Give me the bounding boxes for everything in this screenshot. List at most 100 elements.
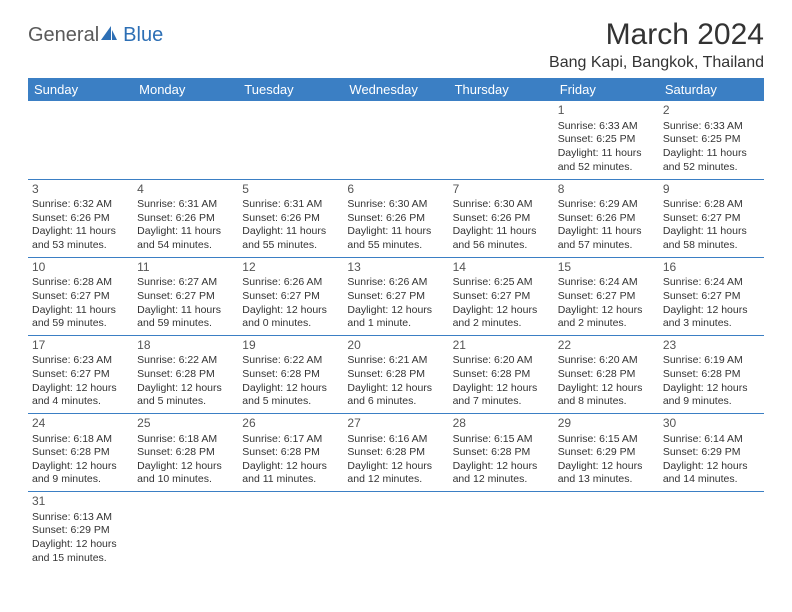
sunset-text: Sunset: 6:25 PM: [663, 133, 760, 147]
day-info: Sunrise: 6:29 AMSunset: 6:26 PMDaylight:…: [558, 198, 655, 253]
calendar-cell: [449, 101, 554, 179]
daylight-text: Daylight: 11 hours and 53 minutes.: [32, 225, 129, 252]
logo-text-general: General: [28, 24, 99, 47]
calendar-cell: 8Sunrise: 6:29 AMSunset: 6:26 PMDaylight…: [554, 179, 659, 257]
daylight-text: Daylight: 12 hours and 13 minutes.: [558, 460, 655, 487]
day-header: Tuesday: [238, 78, 343, 101]
day-number: 31: [32, 494, 129, 510]
calendar-week-row: 17Sunrise: 6:23 AMSunset: 6:27 PMDayligh…: [28, 335, 764, 413]
day-info: Sunrise: 6:18 AMSunset: 6:28 PMDaylight:…: [32, 433, 129, 488]
sunrise-text: Sunrise: 6:28 AM: [32, 276, 129, 290]
day-header: Monday: [133, 78, 238, 101]
logo-text-blue: Blue: [123, 24, 163, 47]
calendar-cell: 30Sunrise: 6:14 AMSunset: 6:29 PMDayligh…: [659, 413, 764, 491]
location-text: Bang Kapi, Bangkok, Thailand: [549, 54, 764, 72]
day-number: 6: [347, 182, 444, 198]
sunset-text: Sunset: 6:28 PM: [453, 368, 550, 382]
sunrise-text: Sunrise: 6:13 AM: [32, 511, 129, 525]
day-number: 11: [137, 260, 234, 276]
day-number: 3: [32, 182, 129, 198]
day-number: 29: [558, 416, 655, 432]
daylight-text: Daylight: 12 hours and 11 minutes.: [242, 460, 339, 487]
sunrise-text: Sunrise: 6:22 AM: [242, 354, 339, 368]
sunset-text: Sunset: 6:26 PM: [137, 212, 234, 226]
sunset-text: Sunset: 6:28 PM: [32, 446, 129, 460]
day-info: Sunrise: 6:26 AMSunset: 6:27 PMDaylight:…: [347, 276, 444, 331]
day-info: Sunrise: 6:21 AMSunset: 6:28 PMDaylight:…: [347, 354, 444, 409]
day-number: 20: [347, 338, 444, 354]
day-header: Sunday: [28, 78, 133, 101]
sunset-text: Sunset: 6:27 PM: [347, 290, 444, 304]
calendar-cell: [238, 492, 343, 570]
calendar-cell: 1Sunrise: 6:33 AMSunset: 6:25 PMDaylight…: [554, 101, 659, 179]
day-info: Sunrise: 6:19 AMSunset: 6:28 PMDaylight:…: [663, 354, 760, 409]
daylight-text: Daylight: 12 hours and 15 minutes.: [32, 538, 129, 565]
sunrise-text: Sunrise: 6:31 AM: [242, 198, 339, 212]
sunset-text: Sunset: 6:29 PM: [558, 446, 655, 460]
sunset-text: Sunset: 6:26 PM: [347, 212, 444, 226]
day-info: Sunrise: 6:31 AMSunset: 6:26 PMDaylight:…: [137, 198, 234, 253]
daylight-text: Daylight: 12 hours and 2 minutes.: [558, 304, 655, 331]
day-info: Sunrise: 6:33 AMSunset: 6:25 PMDaylight:…: [663, 120, 760, 175]
sunset-text: Sunset: 6:29 PM: [663, 446, 760, 460]
day-number: 24: [32, 416, 129, 432]
calendar-cell: 28Sunrise: 6:15 AMSunset: 6:28 PMDayligh…: [449, 413, 554, 491]
sunrise-text: Sunrise: 6:26 AM: [347, 276, 444, 290]
sunset-text: Sunset: 6:28 PM: [558, 368, 655, 382]
calendar-cell: [343, 101, 448, 179]
sunset-text: Sunset: 6:27 PM: [663, 212, 760, 226]
calendar-week-row: 1Sunrise: 6:33 AMSunset: 6:25 PMDaylight…: [28, 101, 764, 179]
sunset-text: Sunset: 6:26 PM: [558, 212, 655, 226]
sunrise-text: Sunrise: 6:22 AM: [137, 354, 234, 368]
sunset-text: Sunset: 6:27 PM: [558, 290, 655, 304]
calendar-cell: [659, 492, 764, 570]
day-info: Sunrise: 6:30 AMSunset: 6:26 PMDaylight:…: [453, 198, 550, 253]
daylight-text: Daylight: 11 hours and 56 minutes.: [453, 225, 550, 252]
day-number: 28: [453, 416, 550, 432]
day-number: 25: [137, 416, 234, 432]
sunset-text: Sunset: 6:27 PM: [32, 368, 129, 382]
daylight-text: Daylight: 12 hours and 0 minutes.: [242, 304, 339, 331]
sunrise-text: Sunrise: 6:21 AM: [347, 354, 444, 368]
calendar-cell: 27Sunrise: 6:16 AMSunset: 6:28 PMDayligh…: [343, 413, 448, 491]
day-number: 12: [242, 260, 339, 276]
calendar-cell: 18Sunrise: 6:22 AMSunset: 6:28 PMDayligh…: [133, 335, 238, 413]
sunrise-text: Sunrise: 6:25 AM: [453, 276, 550, 290]
sunset-text: Sunset: 6:26 PM: [453, 212, 550, 226]
calendar-cell: 14Sunrise: 6:25 AMSunset: 6:27 PMDayligh…: [449, 257, 554, 335]
calendar-table: Sunday Monday Tuesday Wednesday Thursday…: [28, 78, 764, 570]
day-number: 8: [558, 182, 655, 198]
page-header: General Blue March 2024 Bang Kapi, Bangk…: [28, 18, 764, 72]
day-number: 5: [242, 182, 339, 198]
sunrise-text: Sunrise: 6:18 AM: [137, 433, 234, 447]
calendar-cell: 24Sunrise: 6:18 AMSunset: 6:28 PMDayligh…: [28, 413, 133, 491]
calendar-cell: 2Sunrise: 6:33 AMSunset: 6:25 PMDaylight…: [659, 101, 764, 179]
calendar-cell: 7Sunrise: 6:30 AMSunset: 6:26 PMDaylight…: [449, 179, 554, 257]
daylight-text: Daylight: 11 hours and 58 minutes.: [663, 225, 760, 252]
sunrise-text: Sunrise: 6:19 AM: [663, 354, 760, 368]
sunrise-text: Sunrise: 6:33 AM: [663, 120, 760, 134]
daylight-text: Daylight: 11 hours and 55 minutes.: [347, 225, 444, 252]
daylight-text: Daylight: 12 hours and 3 minutes.: [663, 304, 760, 331]
day-header: Wednesday: [343, 78, 448, 101]
calendar-cell: [238, 101, 343, 179]
calendar-cell: 11Sunrise: 6:27 AMSunset: 6:27 PMDayligh…: [133, 257, 238, 335]
sunset-text: Sunset: 6:27 PM: [32, 290, 129, 304]
calendar-cell: [28, 101, 133, 179]
day-info: Sunrise: 6:20 AMSunset: 6:28 PMDaylight:…: [453, 354, 550, 409]
calendar-cell: 6Sunrise: 6:30 AMSunset: 6:26 PMDaylight…: [343, 179, 448, 257]
calendar-cell: 4Sunrise: 6:31 AMSunset: 6:26 PMDaylight…: [133, 179, 238, 257]
daylight-text: Daylight: 11 hours and 55 minutes.: [242, 225, 339, 252]
sunset-text: Sunset: 6:28 PM: [137, 368, 234, 382]
day-info: Sunrise: 6:26 AMSunset: 6:27 PMDaylight:…: [242, 276, 339, 331]
calendar-cell: 29Sunrise: 6:15 AMSunset: 6:29 PMDayligh…: [554, 413, 659, 491]
day-header: Thursday: [449, 78, 554, 101]
sunrise-text: Sunrise: 6:23 AM: [32, 354, 129, 368]
sunrise-text: Sunrise: 6:20 AM: [453, 354, 550, 368]
day-number: 14: [453, 260, 550, 276]
sunrise-text: Sunrise: 6:33 AM: [558, 120, 655, 134]
sunrise-text: Sunrise: 6:16 AM: [347, 433, 444, 447]
day-info: Sunrise: 6:15 AMSunset: 6:28 PMDaylight:…: [453, 433, 550, 488]
daylight-text: Daylight: 12 hours and 4 minutes.: [32, 382, 129, 409]
sunrise-text: Sunrise: 6:29 AM: [558, 198, 655, 212]
